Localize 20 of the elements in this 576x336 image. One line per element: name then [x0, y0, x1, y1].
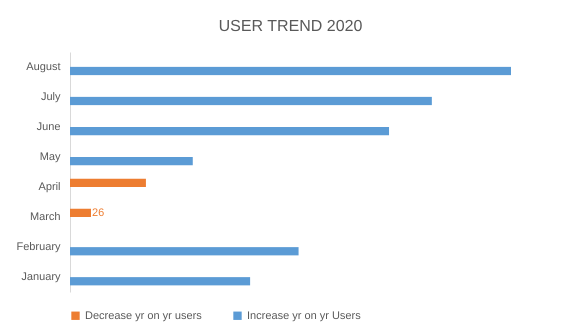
data-label: 26 [92, 206, 104, 219]
bar [70, 156, 193, 166]
chart-title: USER TREND 2020 [218, 18, 362, 35]
y-tick-label: January [21, 271, 61, 284]
y-tick-label: April [38, 181, 60, 194]
y-tick-label: August [26, 60, 60, 73]
y-tick-label: May [40, 150, 61, 163]
bar [70, 247, 299, 256]
bar [70, 208, 91, 218]
bar [70, 66, 511, 76]
legend-label: Decrease yr on yr users [85, 310, 202, 322]
bar [70, 126, 390, 136]
bar [70, 277, 250, 286]
legend-label: Increase yr on yr Users [247, 310, 362, 322]
y-tick-label: July [40, 90, 61, 103]
bar [70, 96, 432, 106]
y-tick-label: March [30, 211, 60, 224]
y-tick-label: February [16, 241, 61, 254]
y-tick-label: June [36, 120, 60, 133]
bar [70, 178, 146, 188]
